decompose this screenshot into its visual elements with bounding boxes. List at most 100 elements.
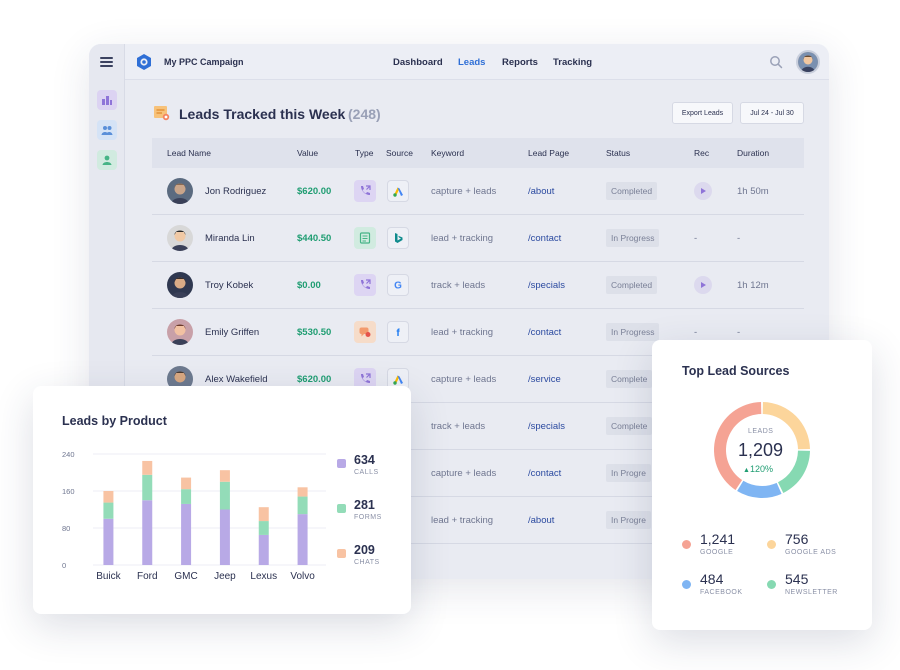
lead-sources-donut <box>714 402 810 498</box>
bar-forms-buick[interactable] <box>103 502 114 519</box>
lead-page-link[interactable]: /contact <box>528 327 562 338</box>
play-recording-icon[interactable] <box>694 276 712 294</box>
lead-keyword: track + leads <box>431 280 486 291</box>
col-value[interactable]: Value <box>297 148 319 158</box>
facebook-source-icon: f <box>387 321 409 343</box>
search-icon[interactable] <box>769 55 783 69</box>
y-tick-label: 80 <box>62 524 70 533</box>
bar-calls-lexus[interactable] <box>258 534 269 565</box>
status-badge: In Progress <box>606 229 660 247</box>
bar-forms-volvo[interactable] <box>297 496 308 515</box>
lead-value: $0.00 <box>297 280 321 291</box>
product-bar-chart: 0 80 160 240 Buick Ford GMC Jeep Lexus Volvo <box>62 450 326 582</box>
date-range-button[interactable]: Jul 24 - Jul 30 <box>740 102 804 124</box>
y-tick-label: 0 <box>62 561 66 570</box>
source-facebook-label: FACEBOOK <box>700 589 743 596</box>
status-badge: Completed <box>606 182 658 200</box>
lead-page-link[interactable]: /contact <box>528 233 562 244</box>
bar-calls-jeep[interactable] <box>219 509 230 566</box>
col-type[interactable]: Type <box>355 148 374 158</box>
sidebar-contact-icon[interactable] <box>97 150 117 170</box>
donut-slice-newsletter[interactable] <box>777 450 810 494</box>
export-leads-button[interactable]: Export Leads <box>672 102 733 124</box>
source-google-value: 1,241 <box>700 531 736 547</box>
call-duration: 1h 50m <box>737 186 769 197</box>
sidebar-users-icon[interactable] <box>97 120 117 140</box>
col-lead-name[interactable]: Lead Name <box>167 148 211 158</box>
lead-page-link[interactable]: /about <box>528 186 555 197</box>
source-newsletter-value: 545 <box>785 571 809 587</box>
bar-chats-ford[interactable] <box>142 460 153 475</box>
table-row[interactable]: Jon Rodriguez $620.00 capture + leads/abou… <box>152 168 804 215</box>
bar-chats-volvo[interactable] <box>297 487 308 497</box>
col-lead-page[interactable]: Lead Page <box>528 148 570 158</box>
nav-reports[interactable]: Reports <box>502 57 538 68</box>
lead-keyword: lead + tracking <box>431 327 494 338</box>
lead-keyword: lead + tracking <box>431 515 494 526</box>
bar-forms-ford[interactable] <box>142 474 153 501</box>
lead-page-link[interactable]: /about <box>528 515 555 526</box>
source-google-ads-label: GOOGLE ADS <box>785 549 837 556</box>
legend-forms-value: 281 <box>354 498 375 512</box>
nav-dashboard[interactable]: Dashboard <box>393 57 443 68</box>
col-keyword[interactable]: Keyword <box>431 148 465 158</box>
bar-forms-lexus[interactable] <box>258 521 269 535</box>
app-brand: My PPC Campaign <box>164 57 244 67</box>
source-google-swatch <box>682 540 691 549</box>
lead-name[interactable]: Jon Rodriguez <box>205 186 267 197</box>
chat-type-icon <box>354 321 376 343</box>
lead-name[interactable]: Miranda Lin <box>205 233 255 244</box>
menu-icon[interactable] <box>100 57 113 67</box>
legend-chats-swatch <box>337 549 346 558</box>
lead-page-link[interactable]: /contact <box>528 468 562 479</box>
bar-calls-buick[interactable] <box>103 518 114 565</box>
play-recording-icon[interactable] <box>694 182 712 200</box>
col-status[interactable]: Status <box>606 148 631 158</box>
donut-delta-value: 120% <box>749 464 773 474</box>
no-recording: - <box>694 233 698 244</box>
bar-chats-lexus[interactable] <box>258 507 269 522</box>
donut-slice-google-ads[interactable] <box>762 402 810 450</box>
lead-page-link[interactable]: /service <box>528 374 561 385</box>
no-recording: - <box>694 327 698 338</box>
svg-text:f: f <box>396 328 400 339</box>
source-google-ads-value: 756 <box>785 531 809 547</box>
svg-text:G: G <box>394 281 402 292</box>
x-tick-label: Lexus <box>250 571 277 582</box>
lead-value: $620.00 <box>297 374 332 385</box>
source-google-ads-swatch <box>767 540 776 549</box>
lead-name[interactable]: Emily Griffen <box>205 327 260 338</box>
x-tick-label: Ford <box>137 571 158 582</box>
bar-forms-jeep[interactable] <box>219 481 230 510</box>
col-rec[interactable]: Rec <box>694 148 710 158</box>
bar-calls-gmc[interactable] <box>181 503 192 565</box>
legend-chats-label: CHATS <box>354 559 380 566</box>
user-avatar[interactable] <box>796 50 820 74</box>
lead-name[interactable]: Troy Kobek <box>205 280 254 291</box>
lead-page-link[interactable]: /specials <box>528 421 565 432</box>
col-duration[interactable]: Duration <box>737 148 770 158</box>
bar-chats-gmc[interactable] <box>181 477 192 490</box>
bar-calls-volvo[interactable] <box>297 514 308 565</box>
donut-slice-facebook[interactable] <box>737 480 782 498</box>
bar-chats-jeep[interactable] <box>219 470 230 482</box>
lead-page-link[interactable]: /specials <box>528 280 565 291</box>
lead-name[interactable]: Alex Wakefield <box>205 374 268 385</box>
status-badge: Complete <box>606 370 653 388</box>
bar-chats-buick[interactable] <box>103 491 114 503</box>
call-type-icon <box>354 274 376 296</box>
nav-leads[interactable]: Leads <box>458 57 486 68</box>
google-ads-source-icon <box>387 180 409 202</box>
table-row[interactable]: Miranda Lin $440.50 lead + tracking/contac… <box>152 215 804 262</box>
bar-forms-gmc[interactable] <box>181 489 192 504</box>
bar-calls-ford[interactable] <box>142 500 153 565</box>
lead-keyword: capture + leads <box>431 374 497 385</box>
legend-forms-swatch <box>337 504 346 513</box>
donut-slice-google[interactable] <box>714 402 762 491</box>
col-source[interactable]: Source <box>386 148 413 158</box>
lead-value: $440.50 <box>297 233 332 244</box>
sidebar-reports-icon[interactable] <box>97 90 117 110</box>
nav-tracking[interactable]: Tracking <box>553 57 593 68</box>
call-duration: 1h 12m <box>737 280 769 291</box>
